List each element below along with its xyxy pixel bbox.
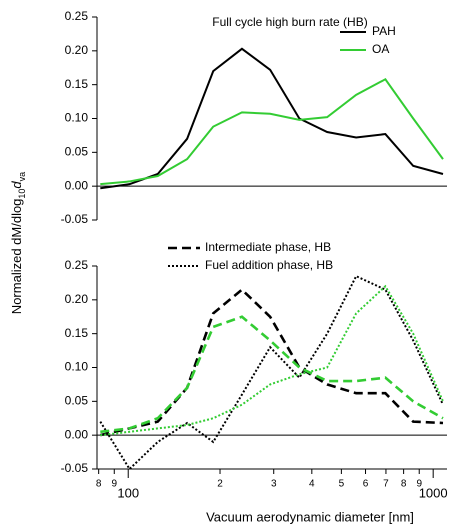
x-tick-label: 2	[217, 479, 223, 490]
data-line	[100, 287, 444, 437]
y-tick-label: 0.15	[65, 77, 89, 91]
y-tick-label: -0.05	[61, 212, 89, 226]
y-tick-label: 0.20	[65, 292, 89, 306]
x-tick-label: 100	[117, 485, 139, 500]
x-tick-label: 4	[309, 479, 315, 490]
x-tick-label: 8	[401, 479, 407, 490]
legend-label: OA	[372, 42, 389, 56]
y-tick-label: 0.15	[65, 326, 89, 340]
legend-label: Fuel addition phase, HB	[205, 258, 333, 272]
y-tick-label: 0.00	[65, 427, 89, 441]
y-tick-label: 0.25	[65, 9, 89, 23]
x-axis-label: Vacuum aerodynamic diameter [nm]	[206, 509, 414, 524]
data-line	[100, 315, 444, 434]
x-tick-label: 6	[363, 479, 369, 490]
y-axis-label: Normalized dM/dlog10dva	[9, 172, 27, 314]
x-tick-label: 8	[96, 479, 102, 490]
x-tick-label: 7	[383, 479, 389, 490]
x-tick-label: 9	[111, 479, 117, 490]
chart-title: Full cycle high burn rate (HB)	[212, 15, 367, 29]
x-tick-label: 5	[339, 479, 345, 490]
y-tick-label: 0.05	[65, 145, 89, 159]
y-axis-label-part: d	[9, 181, 24, 189]
y-tick-label: 0.25	[65, 258, 89, 272]
y-tick-label: 0.20	[65, 43, 89, 57]
data-line	[100, 284, 444, 437]
x-tick-label: 3	[271, 479, 277, 490]
y-axis-label-part: 10	[17, 189, 27, 199]
data-line	[100, 47, 444, 190]
y-axis-label-part: va	[17, 172, 27, 182]
legend-label: Intermediate phase, HB	[205, 240, 331, 254]
y-tick-label: 0.00	[65, 178, 89, 192]
y-tick-label: -0.05	[61, 461, 89, 475]
y-axis-label-part: Normalized dM/dlog	[9, 199, 24, 315]
x-tick-label: 9	[416, 479, 422, 490]
x-tick-label: 1000	[419, 485, 448, 500]
y-tick-label: 0.10	[65, 111, 89, 125]
data-line	[100, 77, 444, 186]
legend-label: PAH	[372, 24, 396, 38]
data-line	[99, 274, 444, 471]
y-tick-label: 0.10	[65, 360, 89, 374]
y-tick-label: 0.05	[65, 394, 89, 408]
